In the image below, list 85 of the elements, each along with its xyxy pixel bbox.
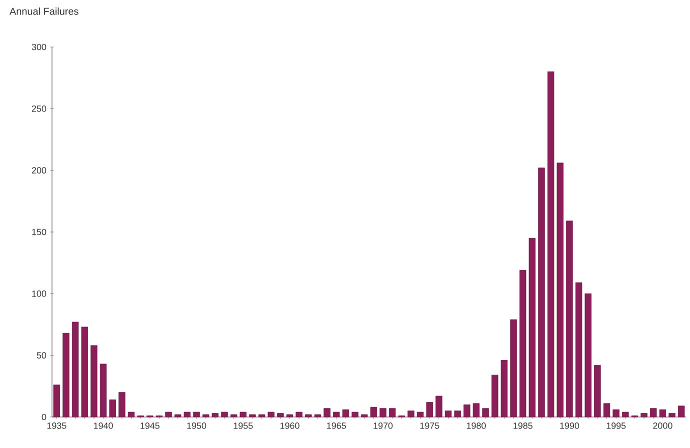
bar xyxy=(678,406,685,418)
x-tick-label: 1965 xyxy=(327,422,346,429)
x-tick-label: 1980 xyxy=(466,422,486,429)
bar xyxy=(90,345,98,418)
x-tick-label: 1960 xyxy=(280,422,300,429)
bar xyxy=(221,412,228,418)
bar xyxy=(668,413,676,418)
bar xyxy=(230,414,238,418)
x-tick-label: 1940 xyxy=(94,422,113,429)
bar xyxy=(53,384,60,418)
y-tick-label: 100 xyxy=(32,290,46,297)
bar xyxy=(193,412,200,418)
x-tick-label: 1950 xyxy=(187,422,206,429)
x-tick-label: 1970 xyxy=(374,422,393,429)
bar xyxy=(360,414,368,418)
x-tick-label: 1945 xyxy=(140,422,160,429)
y-tick-label: 250 xyxy=(32,105,46,112)
bar xyxy=(352,412,358,418)
y-axis-title: Annual Failures xyxy=(10,8,78,15)
bar xyxy=(575,282,582,418)
bar xyxy=(212,413,219,418)
bar xyxy=(277,413,284,418)
bar xyxy=(342,409,350,418)
bar xyxy=(538,168,545,418)
bar xyxy=(128,412,135,418)
bar xyxy=(547,71,554,418)
x-tick-label: 1935 xyxy=(47,422,66,429)
bar xyxy=(444,410,452,418)
x-tick-label: 1995 xyxy=(606,422,626,429)
bar xyxy=(324,408,330,418)
bar xyxy=(454,410,461,418)
y-tick-label: 150 xyxy=(32,228,46,236)
bar xyxy=(612,409,620,418)
bar xyxy=(659,409,666,418)
bar xyxy=(314,414,322,418)
bar xyxy=(594,365,601,418)
bar xyxy=(109,400,116,418)
bar xyxy=(174,414,182,418)
bar xyxy=(510,319,517,418)
bar xyxy=(268,412,274,418)
bar xyxy=(416,412,424,418)
bar xyxy=(622,412,629,418)
bar xyxy=(640,413,648,418)
bar xyxy=(258,414,266,418)
x-tick-label: 1955 xyxy=(234,422,253,429)
bar xyxy=(184,412,191,418)
bar xyxy=(528,238,536,418)
x-tick-label: 1985 xyxy=(514,422,532,429)
bar xyxy=(426,402,433,418)
bar xyxy=(100,364,107,418)
bar xyxy=(388,408,396,418)
bar xyxy=(202,414,210,418)
bar xyxy=(584,293,592,418)
bar xyxy=(72,322,79,418)
bar xyxy=(556,162,564,418)
bar xyxy=(296,412,302,418)
y-tick-label: 200 xyxy=(32,167,46,174)
y-tick-label: 300 xyxy=(32,44,46,50)
bar xyxy=(603,403,610,418)
bar xyxy=(62,332,70,418)
bar xyxy=(566,220,573,418)
bar xyxy=(380,408,386,418)
bar xyxy=(492,374,498,418)
bar xyxy=(464,404,470,418)
bar xyxy=(500,360,508,418)
bar xyxy=(240,412,246,418)
x-tick-label: 1975 xyxy=(420,422,440,429)
bar xyxy=(333,412,340,418)
bar xyxy=(370,406,378,418)
bar xyxy=(472,403,480,418)
bar xyxy=(482,408,489,418)
bar xyxy=(650,408,657,418)
x-tick-label: 2000 xyxy=(653,422,672,429)
bar xyxy=(249,414,256,418)
bar xyxy=(118,392,126,418)
x-tick-label: 1990 xyxy=(560,422,580,429)
bar xyxy=(519,270,526,418)
bar xyxy=(81,326,88,418)
bar xyxy=(436,396,442,418)
bar xyxy=(408,410,414,418)
y-tick-label: 0 xyxy=(42,414,46,420)
bar xyxy=(165,412,172,418)
y-tick-label: 50 xyxy=(36,352,46,359)
bar xyxy=(305,414,312,418)
bar xyxy=(286,414,294,418)
